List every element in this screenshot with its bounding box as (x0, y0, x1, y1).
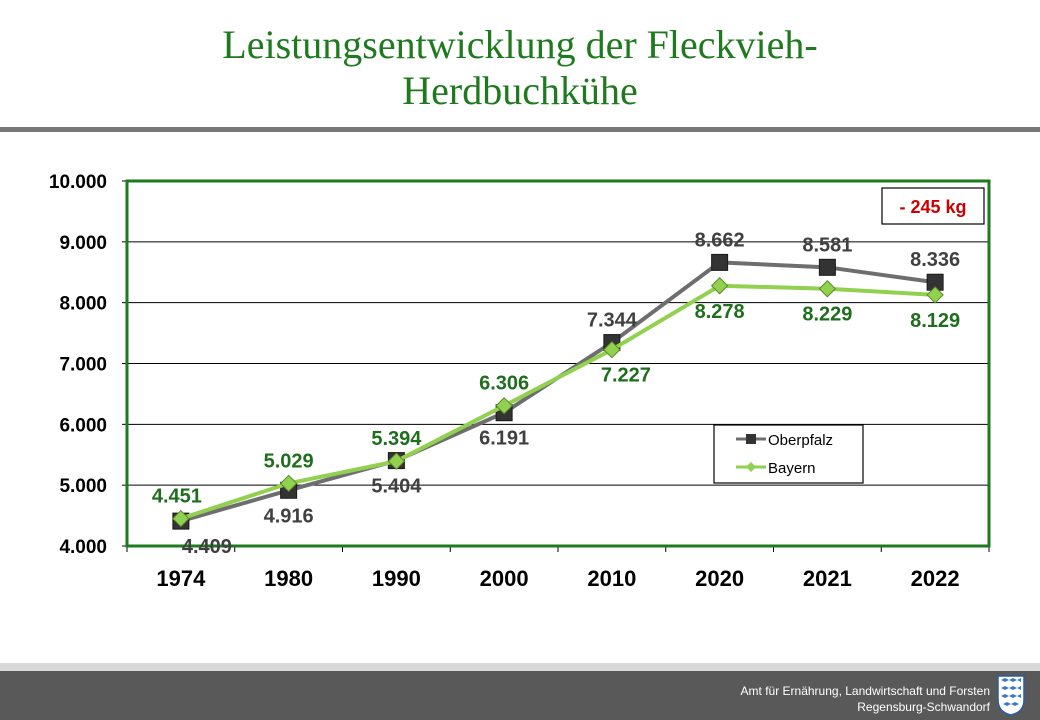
footer-line-1: Amt für Ernährung, Landwirtschaft und Fo… (740, 684, 990, 698)
plot-border (125, 179, 991, 548)
data-label-bayern: 8.278 (695, 301, 745, 323)
point-bayern (710, 277, 729, 295)
legend-box (713, 424, 864, 484)
x-tick-label: 1974 (156, 566, 206, 591)
point-bayern (172, 509, 190, 528)
point-bayern (279, 474, 298, 493)
y-tick-label: 4.000 (59, 537, 107, 558)
y-tick-label: 10.000 (49, 172, 107, 193)
data-label-oberpfalz: 7.344 (587, 310, 638, 332)
point-bayern (495, 397, 513, 415)
annotation-box (881, 187, 985, 225)
x-tick-label: 2000 (480, 566, 529, 591)
x-tick-label: 2010 (587, 566, 636, 591)
annotation-text: - 245 kg (899, 197, 966, 217)
point-bayern (603, 340, 621, 359)
bavaria-crest-icon (997, 675, 1025, 716)
data-label-oberpfalz: 4.916 (264, 505, 314, 527)
data-label-bayern: 8.229 (802, 304, 852, 326)
footer-text: Amt für Ernährung, Landwirtschaft und Fo… (741, 683, 990, 715)
point-bayern (818, 280, 837, 298)
x-tick-label: 2020 (695, 566, 744, 591)
line-chart: 4.000 5.000 6.000 7.000 8.000 9.000 10.000 1974… (49, 172, 991, 591)
footer-bar: Amt für Ernährung, Landwirtschaft und Fo… (0, 671, 1040, 720)
page-title: Leistungsentwicklung der Fleckvieh- Herd… (0, 22, 1040, 114)
data-label-bayern: 5.394 (371, 428, 422, 450)
point-oberpfalz (711, 253, 729, 271)
y-tick-label: 5.000 (59, 476, 107, 497)
x-tick-label: 2022 (911, 566, 960, 591)
data-label-oberpfalz: 4.409 (182, 536, 232, 558)
point-bayern (926, 286, 944, 304)
data-label-oberpfalz: 5.404 (371, 476, 422, 498)
title-line-1: Leistungsentwicklung der Fleckvieh- (222, 22, 818, 67)
x-tick-label: 2021 (803, 566, 852, 591)
footer-band (0, 663, 1040, 671)
y-tick-label: 9.000 (59, 233, 107, 254)
data-label-bayern: 6.306 (479, 373, 529, 395)
data-label-bayern: 7.227 (601, 365, 651, 387)
data-label-bayern: 8.129 (910, 310, 960, 332)
data-label-oberpfalz: 8.662 (695, 229, 745, 251)
legend-label-oberpfalz: Oberpfalz (768, 432, 833, 449)
series-line-bayern (180, 283, 936, 521)
title-divider (0, 127, 1040, 132)
data-label-oberpfalz: 8.336 (910, 249, 960, 271)
y-tick-label: 6.000 (59, 415, 107, 436)
data-label-oberpfalz: 8.581 (802, 234, 852, 256)
data-label-bayern: 4.451 (152, 486, 202, 508)
data-label-bayern: 5.029 (264, 450, 314, 472)
data-label-oberpfalz: 6.191 (479, 428, 529, 450)
x-tick-label: 1980 (264, 566, 313, 591)
y-tick-label: 8.000 (59, 294, 107, 315)
legend-marker-bayern (746, 462, 756, 472)
point-bayern (387, 452, 406, 470)
footer-line-2: Regensburg-Schwandorf (857, 700, 990, 714)
title-line-2: Herdbuchkühe (402, 68, 638, 113)
x-tick-label: 1990 (372, 566, 421, 591)
y-tick-label: 7.000 (59, 355, 107, 376)
legend-label-bayern: Bayern (768, 460, 816, 477)
legend-marker-oberpfalz (746, 434, 756, 444)
point-oberpfalz (818, 258, 836, 276)
